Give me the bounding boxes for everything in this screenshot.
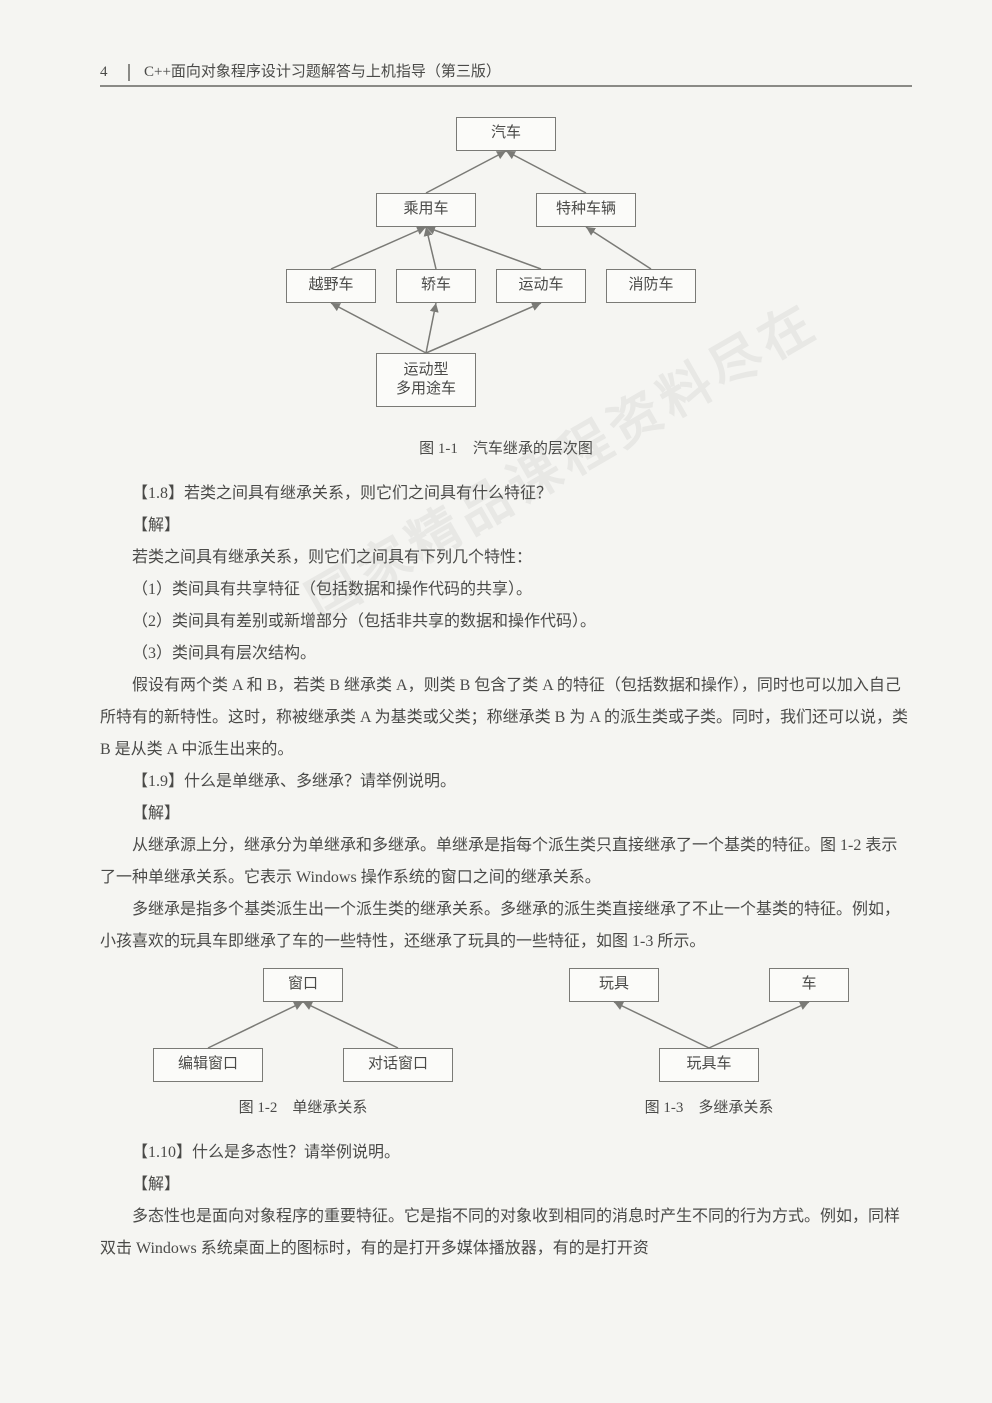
- page-number: 4: [100, 64, 130, 81]
- answer-1-8-line-3: （2）类间具有差别或新增部分（包括非共享的数据和操作代码）。: [100, 606, 912, 638]
- diagram-node: 特种车辆: [536, 193, 636, 227]
- answer-1-10-label: 【解】: [100, 1169, 912, 1201]
- diagram-node: 窗口: [263, 968, 343, 1002]
- question-1-9: 【1.9】什么是单继承、多继承？请举例说明。: [100, 766, 912, 798]
- question-1-8: 【1.8】若类之间具有继承关系，则它们之间具有什么特征？: [100, 478, 912, 510]
- answer-1-9-para-1: 从继承源上分，继承分为单继承和多继承。单继承是指每个派生类只直接继承了一个基类的…: [100, 830, 912, 894]
- figure-1-diagram: 汽车乘用车 特种车辆越野车轿车运动车消防车运动型多用途车: [226, 117, 786, 427]
- diagram-node: 对话窗口: [343, 1048, 453, 1082]
- answer-1-9-label: 【解】: [100, 798, 912, 830]
- answer-1-8-line-1: 若类之间具有继承关系，则它们之间具有下列几个特性：: [100, 542, 912, 574]
- answer-1-8-para-5: 假设有两个类 A 和 B，若类 B 继承类 A，则类 B 包含了类 A 的特征（…: [100, 670, 912, 766]
- diagram-node: 消防车: [606, 269, 696, 303]
- diagram-node: 运动型多用途车: [376, 353, 476, 407]
- diagram-node: 乘用车: [376, 193, 476, 227]
- diagram-node: 编辑窗口: [153, 1048, 263, 1082]
- page: 4 C++面向对象程序设计习题解答与上机指导（第三版） 国家精品课程资料尽在 汽…: [0, 0, 992, 1305]
- book-title: C++面向对象程序设计习题解答与上机指导（第三版）: [144, 60, 501, 81]
- diagram-node: 玩具: [569, 968, 659, 1002]
- diagram-node: 轿车: [396, 269, 476, 303]
- body-text: 【1.8】若类之间具有继承关系，则它们之间具有什么特征？ 【解】 若类之间具有继…: [100, 478, 912, 958]
- figure-2-caption: 图 1-2 单继承关系: [100, 1096, 506, 1117]
- diagram-node: 汽车: [456, 117, 556, 151]
- captions-row: 图 1-2 单继承关系 图 1-3 多继承关系: [100, 1088, 912, 1137]
- answer-1-8-line-2: （1）类间具有共享特征（包括数据和操作代码的共享）。: [100, 574, 912, 606]
- answer-1-9-para-2: 多继承是指多个基类派生出一个派生类的继承关系。多继承的派生类直接继承了不止一个基…: [100, 894, 912, 958]
- answer-1-10-para-1: 多态性也是面向对象程序的重要特征。它是指不同的对象收到相同的消息时产生不同的行为…: [100, 1201, 912, 1265]
- body-text-2: 【1.10】什么是多态性？请举例说明。 【解】 多态性也是面向对象程序的重要特征…: [100, 1137, 912, 1265]
- figure-3-caption: 图 1-3 多继承关系: [506, 1096, 912, 1117]
- answer-1-8-line-4: （3）类间具有层次结构。: [100, 638, 912, 670]
- diagram-node: 车: [769, 968, 849, 1002]
- page-header: 4 C++面向对象程序设计习题解答与上机指导（第三版）: [100, 60, 912, 87]
- figures-row: 窗口编辑窗口对话窗口 玩具车玩具车: [100, 968, 912, 1088]
- answer-1-8-label: 【解】: [100, 510, 912, 542]
- diagram-node: 玩具车: [659, 1048, 759, 1082]
- question-1-10: 【1.10】什么是多态性？请举例说明。: [100, 1137, 912, 1169]
- figure-3-diagram: 玩具车玩具车: [529, 968, 889, 1088]
- figure-2-diagram: 窗口编辑窗口 对话窗口: [123, 968, 483, 1088]
- diagram-node: 越野车: [286, 269, 376, 303]
- figure-1-caption: 图 1-1 汽车继承的层次图: [100, 437, 912, 458]
- diagram-node: 运动车: [496, 269, 586, 303]
